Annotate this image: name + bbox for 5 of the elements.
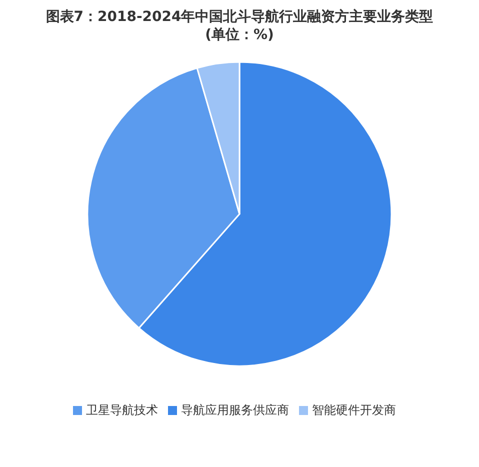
chart-subtitle: (单位：%): [205, 27, 274, 43]
legend-label: 导航应用服务供应商: [181, 403, 289, 417]
legend-label: 智能硬件开发商: [312, 403, 396, 417]
chart-title: 图表7：2018-2024年中国北斗导航行业融资方主要业务类型: [46, 9, 434, 25]
legend-label: 卫星导航技术: [86, 403, 158, 417]
